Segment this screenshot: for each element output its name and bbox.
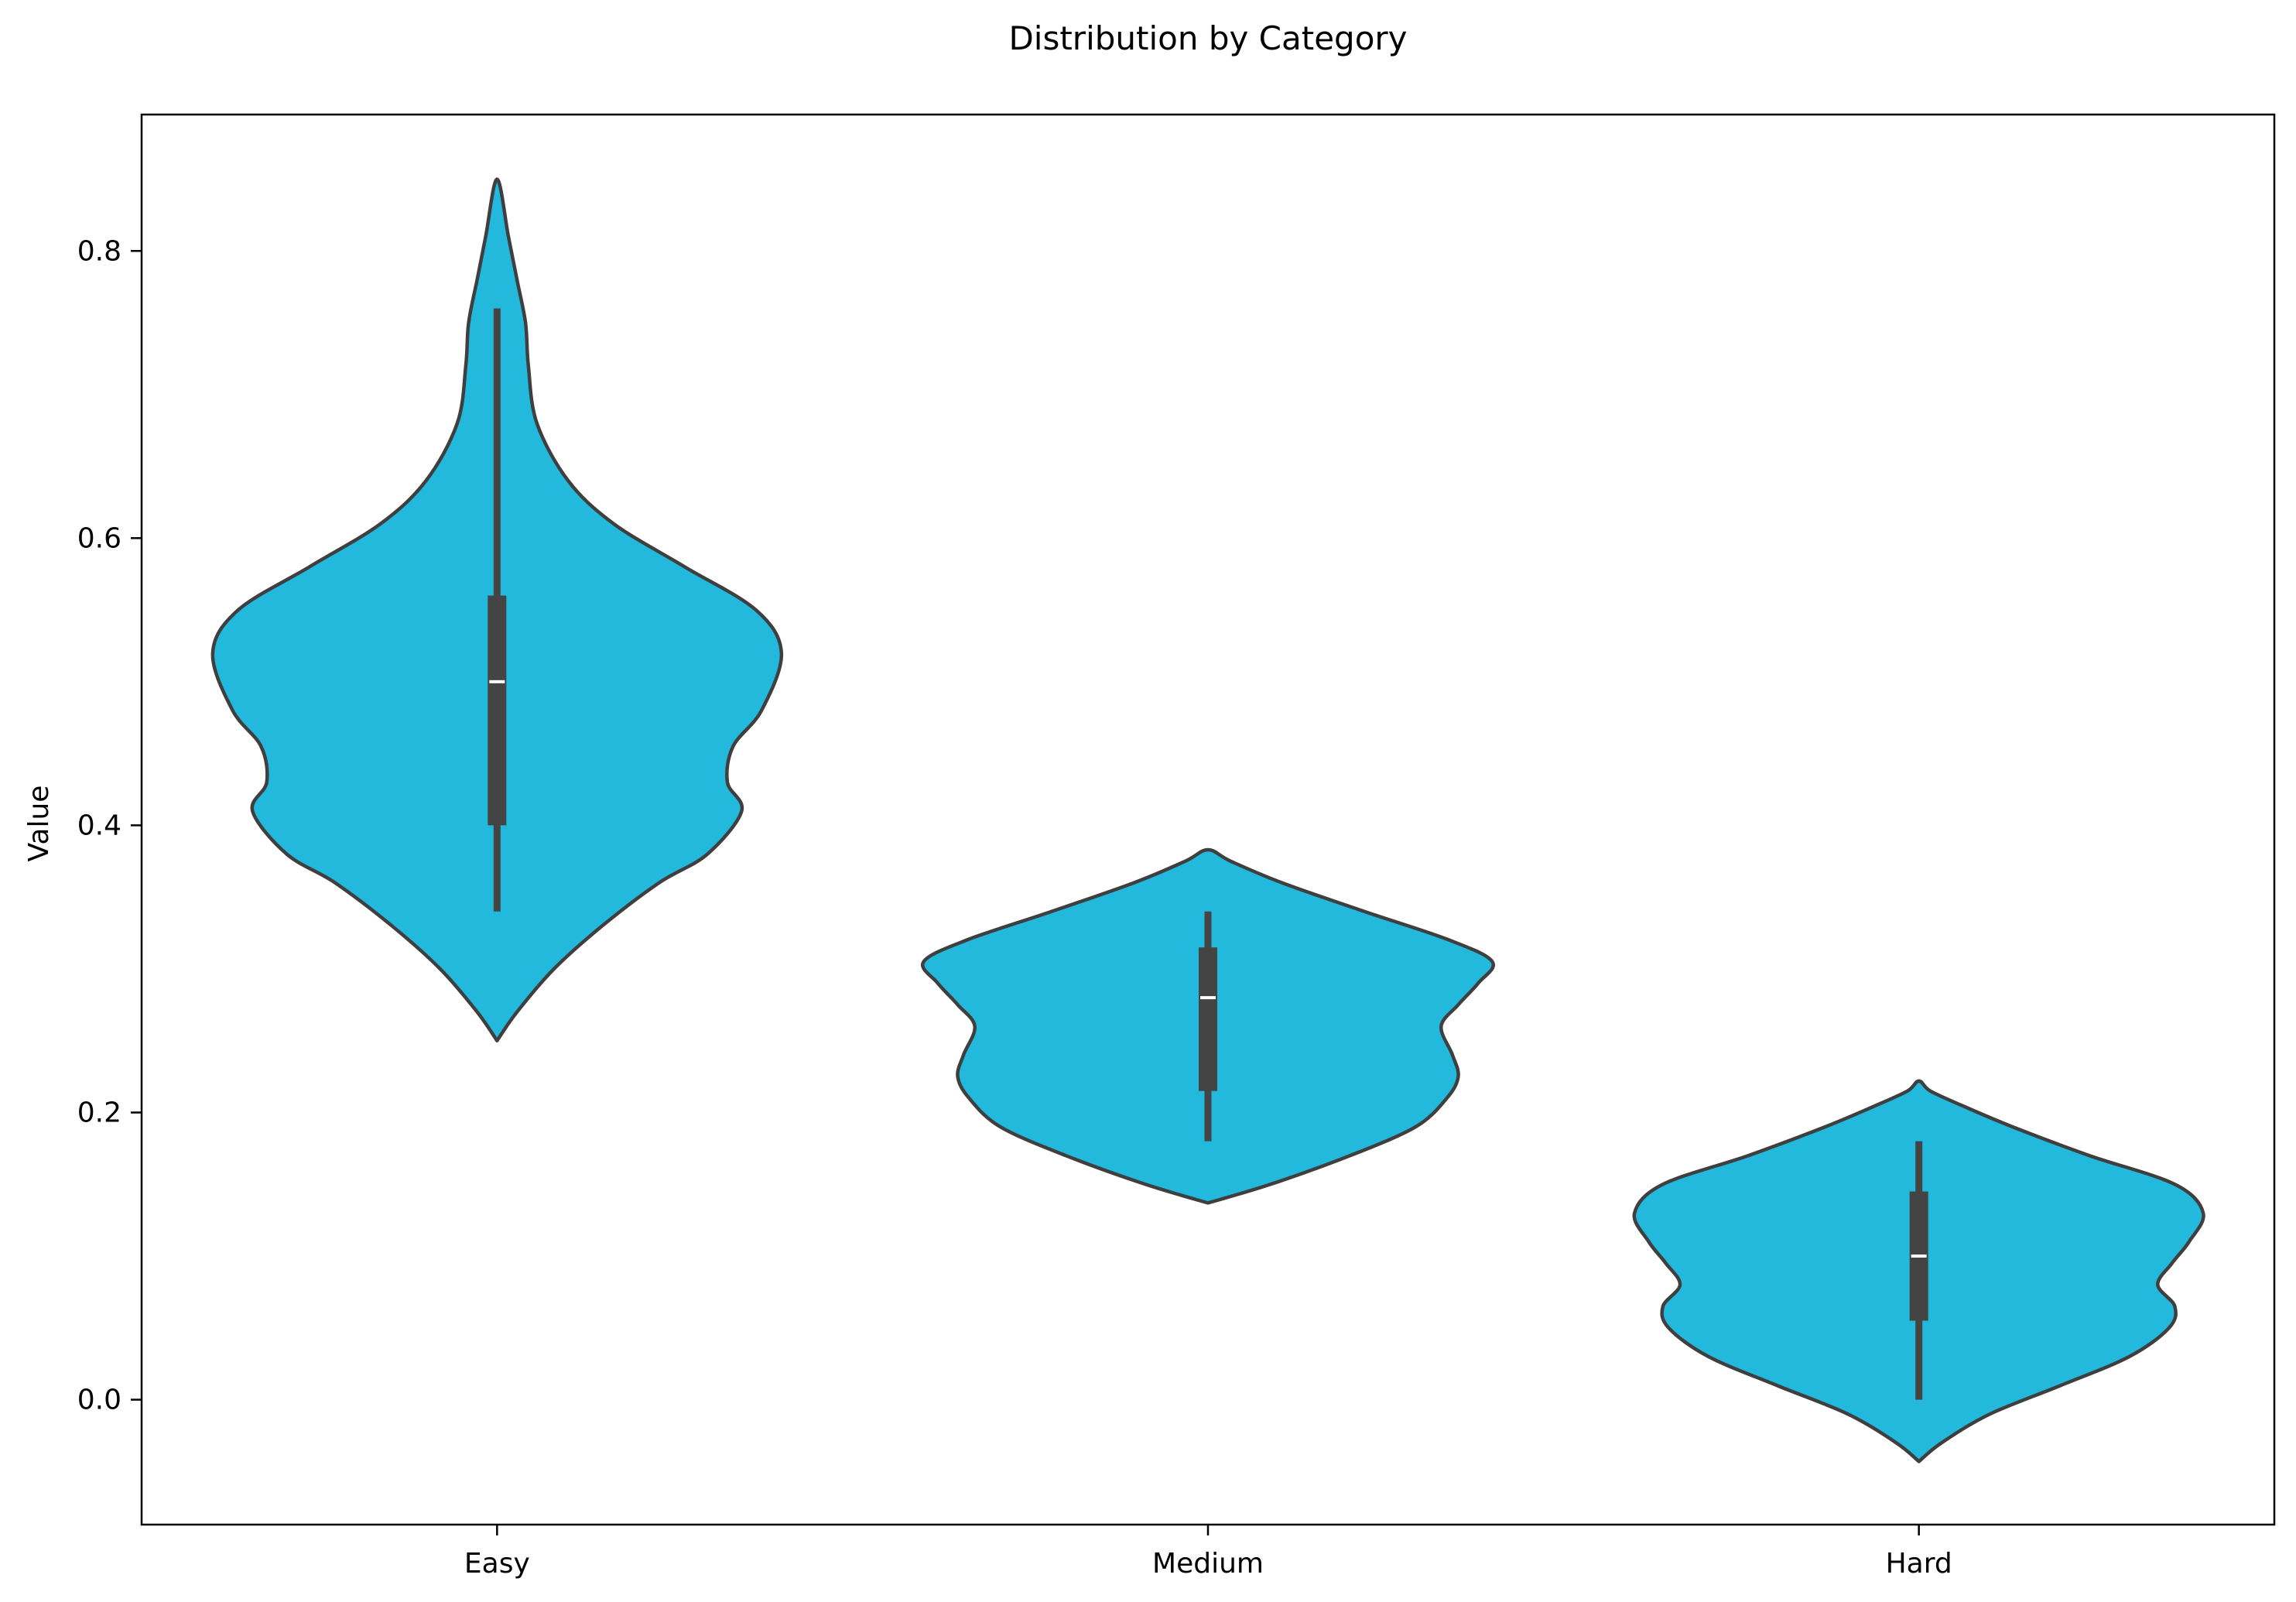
y-axis-label: Value: [23, 786, 55, 862]
y-tick-label: 0.6: [77, 522, 121, 554]
y-tick-label: 0.8: [77, 235, 121, 267]
y-tick-label: 0.0: [77, 1385, 121, 1416]
y-tick-label: 0.4: [77, 810, 121, 841]
violin-iqr-box-easy: [488, 595, 507, 826]
violins-layer: [210, 177, 2205, 1463]
violin-hard: [1632, 1079, 2205, 1463]
x-tick-label-medium: Medium: [1152, 1548, 1264, 1580]
chart-title: Distribution by Category: [1008, 19, 1407, 57]
x-tick-label-easy: Easy: [464, 1548, 530, 1580]
violin-easy: [210, 177, 784, 1042]
y-tick-label: 0.2: [77, 1097, 121, 1129]
violin-medium: [921, 847, 1495, 1205]
x-tick-label-hard: Hard: [1886, 1548, 1952, 1580]
y-axis: 0.0 0.2 0.4 0.6 0.8: [77, 235, 142, 1416]
violin-iqr-box-medium: [1199, 947, 1217, 1091]
x-axis: Easy Medium Hard: [464, 1525, 1952, 1580]
